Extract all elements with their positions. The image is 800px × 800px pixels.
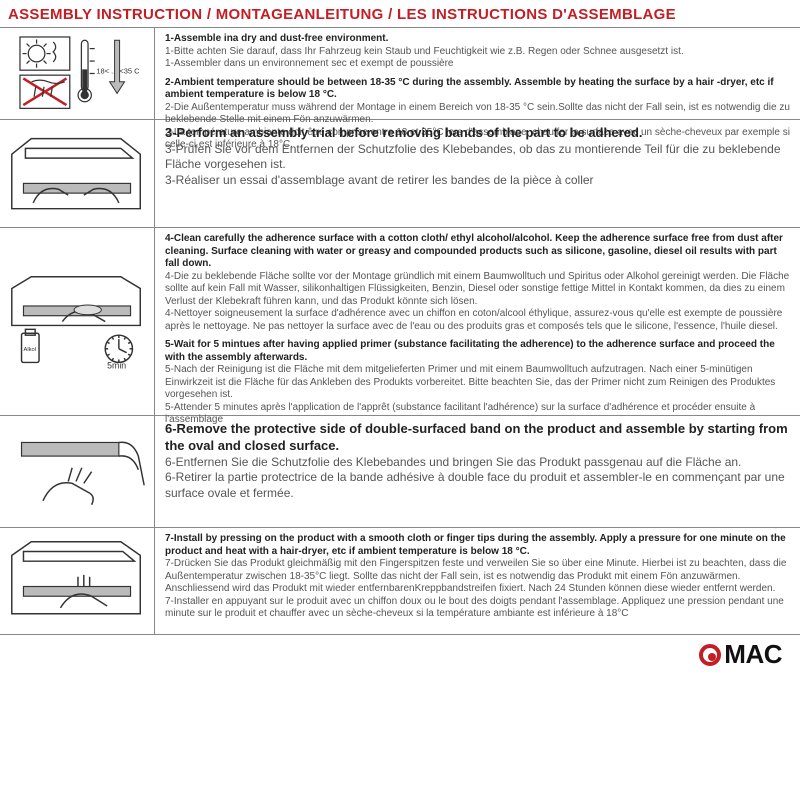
instruction-lead: 6-Remove the protective side of double-s… (165, 421, 792, 455)
instruction-sub: 6-Entfernen Sie die Schutzfolie des Kleb… (165, 455, 792, 471)
instruction-block: 7-Install by pressing on the product wit… (165, 533, 792, 621)
instruction-text: 1-Assemble ina dry and dust-free environ… (155, 28, 800, 119)
logo-ring-icon (699, 644, 721, 666)
instruction-sub: 7-Installer en appuyant sur le produit a… (165, 596, 792, 621)
instruction-sub: 3-Réaliser un essai d'assemblage avant d… (165, 173, 792, 189)
footer: MAC (0, 635, 800, 670)
step-illustration-icon (4, 125, 150, 222)
instruction-sub: 7-Drücken Sie das Produkt gleichmäßig mi… (165, 558, 792, 596)
instruction-block: 4-Clean carefully the adherence surface … (165, 233, 792, 333)
instruction-sub: 6-Retirer la partie protectrice de la ba… (165, 470, 792, 501)
page-title: ASSEMBLY INSTRUCTION / MONTAGEANLEITUNG … (0, 0, 800, 27)
instruction-text: 6-Remove the protective side of double-s… (155, 416, 800, 527)
instruction-sub: 5-Nach der Reinigung ist die Fläche mit … (165, 364, 792, 402)
instruction-sub: 4-Nettoyer soigneusement la surface d'ad… (165, 308, 792, 333)
instruction-sub: 4-Die zu beklebende Fläche sollte vor de… (165, 271, 792, 309)
step-illustration-icon: 18< ... <35 C (15, 32, 140, 115)
illustration-cell (0, 528, 155, 634)
instruction-text: 7-Install by pressing on the product wit… (155, 528, 800, 634)
illustration-cell (0, 120, 155, 227)
instruction-sub: 1-Assembler dans un environnement sec et… (165, 58, 792, 71)
illustration-cell: 18< ... <35 C (0, 28, 155, 119)
instruction-block: 3-Perform an assembly trial before remov… (165, 125, 792, 189)
instruction-block: 5-Wait for 5 mintues after having applie… (165, 339, 792, 427)
svg-text:5min: 5min (107, 360, 126, 370)
instruction-lead: 4-Clean carefully the adherence surface … (165, 233, 792, 271)
instruction-sub: 1-Bitte achten Sie darauf, dass Ihr Fahr… (165, 46, 792, 59)
instruction-row: 18< ... <35 C 1-Assemble ina dry and dus… (0, 27, 800, 119)
step-illustration-icon (4, 532, 150, 629)
instruction-block: 1-Assemble ina dry and dust-free environ… (165, 33, 792, 71)
illustration-cell (0, 416, 155, 527)
svg-text:Alkol: Alkol (23, 347, 36, 353)
instruction-row: 7-Install by pressing on the product wit… (0, 527, 800, 635)
instruction-row: 3-Perform an assembly trial before remov… (0, 119, 800, 227)
step-illustration-icon: Alkol 5min (4, 269, 150, 374)
instruction-lead: 7-Install by pressing on the product wit… (165, 533, 792, 558)
instruction-sub: 3-Prüfen Sie vor dem Entfernen der Schut… (165, 142, 792, 173)
instruction-block: 6-Remove the protective side of double-s… (165, 421, 792, 502)
instruction-text: 4-Clean carefully the adherence surface … (155, 228, 800, 415)
step-illustration-icon (4, 423, 150, 520)
instruction-lead: 5-Wait for 5 mintues after having applie… (165, 339, 792, 364)
logo-text: MAC (724, 639, 782, 670)
instruction-text: 3-Perform an assembly trial before remov… (155, 120, 800, 227)
instruction-row: 6-Remove the protective side of double-s… (0, 415, 800, 527)
instruction-lead: 1-Assemble ina dry and dust-free environ… (165, 33, 792, 46)
instruction-lead: 3-Perform an assembly trial before remov… (165, 125, 792, 142)
illustration-cell: Alkol 5min (0, 228, 155, 415)
instruction-row: Alkol 5min 4-Clean carefully the adheren… (0, 227, 800, 415)
instruction-lead: 2-Ambient temperature should be between … (165, 77, 792, 102)
brand-logo: MAC (699, 639, 782, 670)
